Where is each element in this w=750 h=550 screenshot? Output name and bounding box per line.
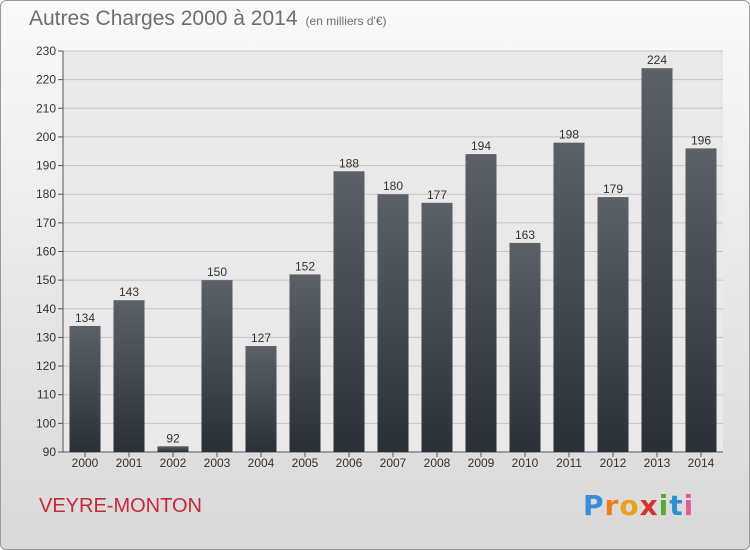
logo-letter: i	[658, 489, 670, 522]
x-tick-label: 2001	[116, 456, 143, 470]
chart-title: Autres Charges 2000 à 2014 (en milliers d…	[29, 7, 387, 31]
x-tick-label: 2007	[380, 456, 407, 470]
x-tick-label: 2010	[512, 456, 539, 470]
y-tick-label: 200	[36, 130, 56, 144]
bar-2009	[465, 154, 497, 452]
y-tick-label: 150	[36, 273, 56, 287]
x-tick-label: 2013	[644, 456, 671, 470]
logo-letter: r	[604, 489, 620, 522]
chart-title-text: Autres Charges 2000 à 2014	[29, 7, 298, 30]
data-label: 196	[691, 133, 711, 147]
y-tick-label: 130	[36, 330, 56, 344]
bar-2001	[113, 300, 145, 452]
y-tick-label: 120	[36, 359, 56, 373]
data-label: 163	[515, 228, 535, 242]
y-tick-label: 230	[36, 44, 56, 58]
data-label: 177	[427, 188, 447, 202]
y-tick-label: 140	[36, 302, 56, 316]
x-tick-label: 2005	[292, 456, 319, 470]
data-label: 134	[75, 311, 95, 325]
commune-name: VEYRE-MONTON	[39, 495, 202, 517]
bar-2002	[157, 446, 189, 452]
proxiti-logo: Proxiti	[583, 489, 694, 522]
data-label: 224	[647, 53, 667, 67]
bar-2007	[377, 194, 409, 452]
y-tick-label: 170	[36, 216, 56, 230]
y-tick-label: 190	[36, 159, 56, 173]
data-label: 194	[471, 139, 491, 153]
data-label: 152	[295, 259, 315, 273]
y-tick-label: 180	[36, 187, 56, 201]
x-axis: 2000 2001 2002 2003 2004 2005 2006 2007 2008 2009…	[72, 452, 715, 470]
x-tick-label: 2008	[424, 456, 451, 470]
logo-letter: i	[683, 489, 695, 522]
x-tick-label: 2002	[160, 456, 187, 470]
x-tick-label: 2003	[204, 456, 231, 470]
data-label: 180	[383, 179, 403, 193]
logo-letter: P	[583, 489, 605, 522]
y-tick-label: 90	[43, 445, 57, 459]
x-tick-label: 2012	[600, 456, 627, 470]
data-label: 150	[207, 265, 227, 279]
bar-2004	[245, 346, 277, 452]
bar-2005	[289, 274, 321, 452]
y-tick-label: 220	[36, 73, 56, 87]
x-tick-label: 2009	[468, 456, 495, 470]
x-tick-label: 2000	[72, 456, 99, 470]
chart-subtitle: (en milliers d'€)	[305, 14, 387, 28]
logo-letter: o	[619, 489, 640, 522]
x-tick-label: 2006	[336, 456, 363, 470]
data-label: 188	[339, 156, 359, 170]
bar-2012	[597, 197, 629, 452]
bar-2008	[421, 202, 453, 452]
y-tick-label: 100	[36, 416, 56, 430]
data-label: 92	[166, 431, 180, 445]
data-label: 143	[119, 285, 139, 299]
data-label: 179	[603, 182, 623, 196]
data-label: 127	[251, 331, 271, 345]
y-tick-label: 110	[37, 388, 56, 402]
logo-letter: x	[639, 489, 659, 522]
bar-2003	[201, 280, 233, 452]
bar-2010	[509, 242, 541, 452]
y-tick-label: 210	[36, 101, 56, 115]
x-tick-label: 2011	[556, 456, 582, 470]
x-tick-label: 2004	[248, 456, 275, 470]
x-tick-label: 2014	[688, 456, 715, 470]
bar-2000	[69, 325, 101, 452]
bar-2011	[553, 142, 585, 452]
bars: 134 143 92 150 127 152 188 180 177 194 163 198 179 22…	[69, 53, 717, 453]
logo-letter: t	[669, 489, 684, 522]
data-label: 198	[559, 128, 579, 142]
y-tick-label: 160	[36, 245, 56, 259]
bar-2013	[641, 68, 673, 452]
bar-2006	[333, 171, 365, 453]
bar-2014	[685, 148, 717, 452]
